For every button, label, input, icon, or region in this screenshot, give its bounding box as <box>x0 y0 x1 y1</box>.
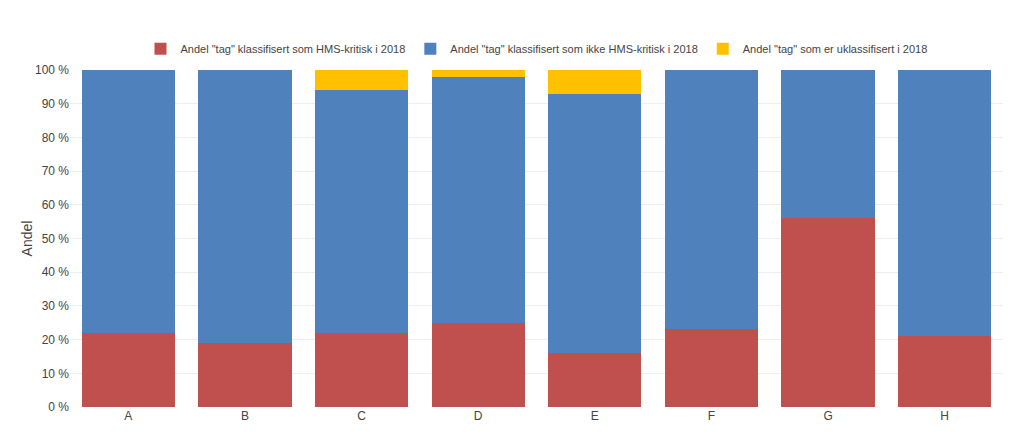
svg-text:Andel "tag" som er uklassifise: Andel "tag" som er uklassifisert i 2018 <box>743 43 928 55</box>
svg-text:Andel "tag" klassifisert som H: Andel "tag" klassifisert som HMS-kritisk… <box>181 43 406 55</box>
svg-text:80 %: 80 % <box>42 131 70 145</box>
svg-text:Andel: Andel <box>19 221 35 257</box>
svg-text:H: H <box>940 409 949 423</box>
svg-text:20 %: 20 % <box>42 333 70 347</box>
svg-text:0 %: 0 % <box>48 400 69 414</box>
svg-text:A: A <box>124 409 132 423</box>
svg-text:100 %: 100 % <box>35 63 69 77</box>
svg-text:G: G <box>823 409 832 423</box>
svg-text:90 %: 90 % <box>42 97 70 111</box>
svg-text:D: D <box>474 409 483 423</box>
svg-text:E: E <box>591 409 599 423</box>
svg-text:70 %: 70 % <box>42 164 70 178</box>
svg-text:50 %: 50 % <box>42 232 70 246</box>
svg-text:40 %: 40 % <box>42 265 70 279</box>
svg-text:10 %: 10 % <box>42 367 70 381</box>
svg-text:30 %: 30 % <box>42 299 70 313</box>
svg-text:C: C <box>357 409 366 423</box>
svg-text:Andel "tag" klassifisert som i: Andel "tag" klassifisert som ikke HMS-kr… <box>450 43 697 55</box>
svg-text:B: B <box>241 409 249 423</box>
svg-text:F: F <box>708 409 715 423</box>
svg-text:60 %: 60 % <box>42 198 70 212</box>
